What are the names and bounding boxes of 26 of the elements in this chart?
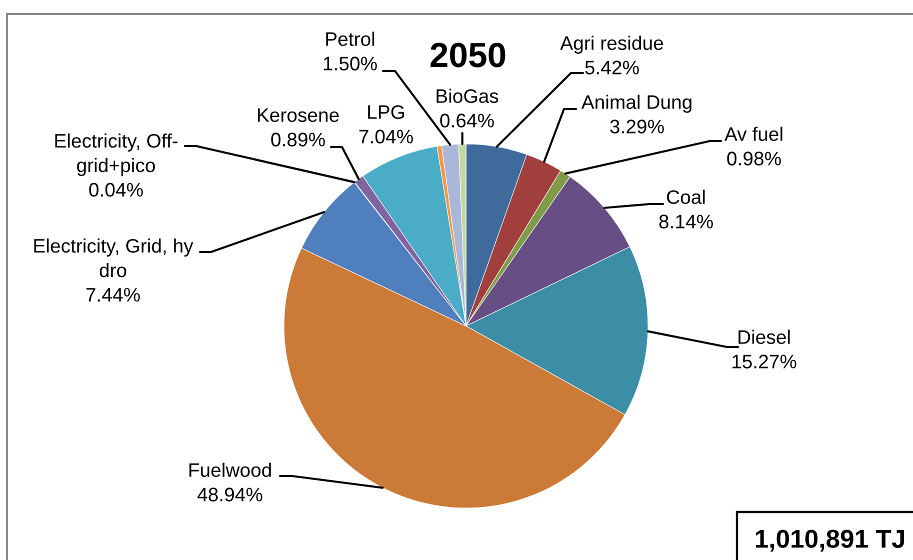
data-label: 0.89% [271, 132, 325, 146]
chart-title: 2050 [430, 42, 506, 68]
data-label: 1.50% [324, 56, 377, 70]
data-label: 15.27% [732, 354, 796, 368]
data-label: 8.14% [659, 214, 713, 228]
data-label: 48.94% [197, 488, 262, 502]
slice-label: Agri residue [560, 36, 664, 54]
data-label: 5.42% [585, 60, 639, 74]
slice-label: Av fuel [724, 126, 782, 141]
slice-label: Coal [666, 190, 705, 204]
text: 1,010,891 TJ [756, 530, 904, 552]
data-label: 0.04% [89, 182, 143, 197]
slice-label: LPG [368, 105, 404, 119]
slice-label: Diesel [738, 330, 790, 344]
slice-label: Petrol [326, 32, 374, 46]
data-label: 3.29% [610, 120, 664, 134]
slice-label: BioGas [436, 88, 498, 103]
slice-label: Electricity, Grid, hy dro [34, 238, 194, 278]
slice-label: Electricity, Off- grid+pico [55, 133, 178, 176]
data-label: 7.44% [86, 288, 140, 302]
slice-label: Fuelwood [189, 462, 271, 477]
slice-label: Kerosene [258, 108, 339, 122]
data-label: 0.98% [727, 152, 781, 166]
slice-label: Animal Dung [581, 94, 692, 113]
data-label: 0.64% [440, 114, 494, 128]
data-label: 7.04% [359, 130, 413, 144]
